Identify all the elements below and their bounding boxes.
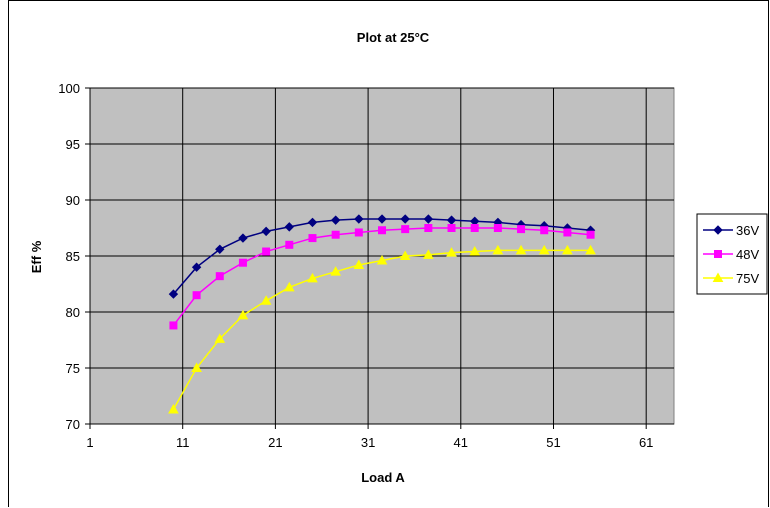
x-tick-label: 61 — [639, 435, 653, 450]
legend-item: 36V — [703, 223, 759, 238]
data-point — [307, 217, 318, 228]
x-tick-label: 11 — [176, 435, 190, 450]
legend-marker — [713, 225, 723, 235]
data-point — [262, 247, 271, 256]
legend-label: 75V — [736, 271, 759, 286]
data-point — [238, 233, 248, 243]
y-tick-label: 100 — [58, 81, 80, 96]
data-point — [493, 224, 502, 232]
data-point — [354, 214, 364, 224]
data-point — [330, 266, 342, 276]
legend-marker — [714, 250, 722, 258]
data-point — [192, 291, 201, 300]
y-tick-label: 90 — [66, 193, 80, 208]
data-point — [169, 321, 178, 330]
data-point — [191, 362, 202, 372]
data-point — [353, 259, 365, 269]
legend-marker — [712, 272, 724, 282]
legend-item: 75V — [703, 271, 759, 286]
x-axis-label: Load A — [361, 470, 405, 485]
data-point — [330, 215, 341, 225]
y-tick-label: 80 — [66, 305, 80, 320]
series-layer — [168, 214, 596, 414]
data-point — [446, 247, 457, 257]
data-point — [283, 281, 295, 292]
data-point — [168, 403, 179, 414]
data-point — [377, 214, 387, 224]
data-point — [237, 309, 249, 320]
data-point — [563, 228, 572, 237]
legend-label: 48V — [736, 247, 759, 262]
y-tick-label: 75 — [66, 361, 80, 376]
data-point — [515, 244, 527, 255]
data-point — [168, 289, 179, 299]
data-point — [284, 222, 295, 232]
data-point — [260, 295, 272, 305]
data-point — [399, 250, 411, 260]
x-tick-label: 1 — [86, 435, 93, 450]
data-point — [562, 244, 573, 255]
data-point — [469, 246, 481, 256]
data-point — [423, 214, 434, 224]
legend-item: 48V — [703, 247, 759, 262]
x-tick-label: 51 — [546, 435, 560, 450]
x-tick-label: 31 — [361, 435, 375, 450]
y-tick-label: 85 — [66, 249, 80, 264]
data-point — [191, 262, 202, 272]
data-point — [492, 244, 504, 255]
x-tick-label: 21 — [268, 435, 282, 450]
data-point — [285, 240, 294, 249]
data-point — [540, 226, 549, 235]
data-point — [215, 244, 225, 254]
series-75V — [168, 244, 596, 414]
data-point — [261, 226, 271, 237]
data-point — [422, 249, 434, 259]
data-point — [331, 230, 340, 239]
data-point — [424, 224, 433, 232]
data-point — [400, 214, 410, 224]
data-point — [354, 228, 363, 237]
x-tick-label: 41 — [454, 435, 468, 450]
data-point — [214, 333, 226, 343]
y-axis-label: Eff % — [29, 240, 44, 273]
data-point — [307, 272, 318, 283]
data-point — [215, 272, 224, 281]
data-point — [376, 254, 388, 265]
data-point — [470, 224, 479, 232]
data-point — [447, 224, 456, 232]
chart-title: Plot at 25°C — [357, 30, 430, 45]
grid-lines — [89, 87, 674, 428]
y-tick-label: 70 — [66, 417, 80, 432]
legend: 36V 48V 75V — [696, 213, 768, 295]
data-point — [586, 230, 595, 239]
data-point — [378, 226, 386, 235]
y-axis-ticks: 70 75 80 85 90 95 100 — [58, 81, 90, 432]
data-point — [585, 244, 596, 255]
data-point — [308, 234, 317, 243]
data-point — [538, 244, 550, 255]
series-48V — [169, 224, 595, 330]
data-point — [401, 225, 410, 234]
y-tick-label: 95 — [66, 137, 80, 152]
data-point — [517, 225, 526, 234]
x-axis-ticks: 1 11 21 31 41 51 61 — [86, 424, 653, 450]
legend-label: 36V — [736, 223, 759, 238]
data-point — [238, 258, 247, 267]
